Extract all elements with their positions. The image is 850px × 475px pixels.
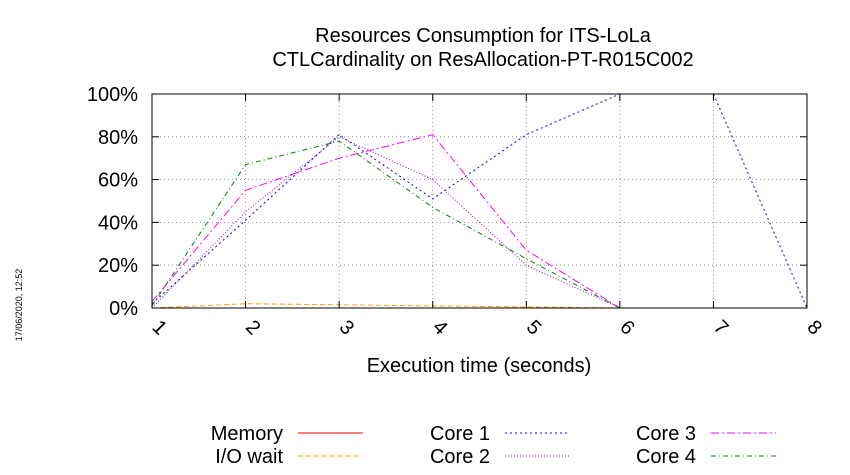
series-line-core-2 xyxy=(151,136,621,309)
legend-label: Core 3 xyxy=(636,423,696,445)
legend-label: I/O wait xyxy=(215,446,283,468)
timestamp: 17/06/2020, 12:52 xyxy=(14,269,24,342)
x-tick-label: 1 xyxy=(148,316,171,339)
plot-frame xyxy=(151,93,808,309)
x-tick-label: 4 xyxy=(428,316,451,339)
series-line-core-3 xyxy=(151,134,621,309)
grid xyxy=(151,93,808,309)
y-tick-label: 20% xyxy=(98,255,138,277)
chart-subtitle: CTLCardinality on ResAllocation-PT-R015C… xyxy=(272,49,693,71)
y-tick-label: 100% xyxy=(87,84,138,106)
legend-label: Core 2 xyxy=(430,446,490,468)
series-line-core-4 xyxy=(151,140,621,309)
x-tick-label: 6 xyxy=(615,316,638,339)
legend-label: Memory xyxy=(211,423,283,445)
y-tick-label: 0% xyxy=(109,298,138,320)
x-tick-label: 5 xyxy=(522,316,545,339)
series-line-i-o-wait xyxy=(151,303,620,309)
axis-ticks: 0% 20% 40% 60% 80% 100% 1 2 3 4 5 6 7 8 xyxy=(87,84,826,339)
x-tick-label: 8 xyxy=(803,316,826,339)
y-tick-label: 40% xyxy=(98,212,138,234)
legend-label: Core 1 xyxy=(430,423,490,445)
chart-title: Resources Consumption for ITS-LoLa xyxy=(315,25,652,47)
legend-label: Core 4 xyxy=(636,446,696,468)
series-lines xyxy=(151,93,808,309)
x-axis-label: Execution time (seconds) xyxy=(367,355,592,377)
x-tick-label: 7 xyxy=(709,316,732,339)
x-tick-label: 2 xyxy=(241,316,264,339)
x-tick-label: 3 xyxy=(335,316,358,339)
y-tick-label: 60% xyxy=(98,170,138,192)
y-tick-label: 80% xyxy=(98,127,138,149)
series-line-core-1 xyxy=(151,93,808,309)
